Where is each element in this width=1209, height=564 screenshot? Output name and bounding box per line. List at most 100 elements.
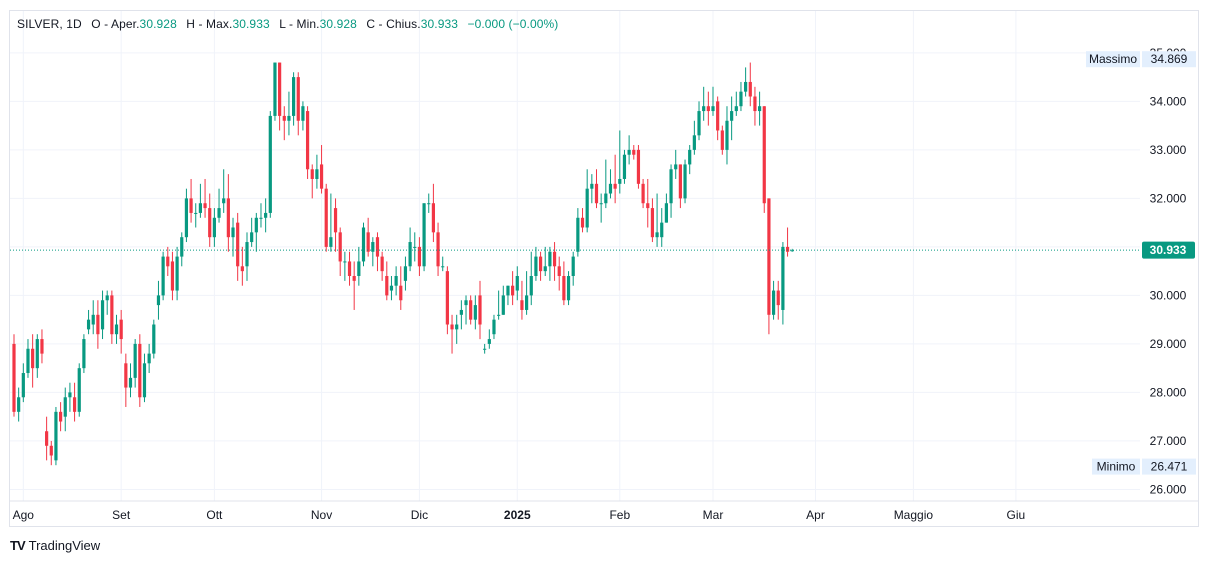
x-tick-label: Ago [13, 508, 35, 522]
candle [175, 246, 179, 301]
candle-body [147, 353, 151, 364]
candle [259, 203, 263, 228]
x-tick-label: Nov [311, 508, 332, 522]
candle-body [441, 266, 445, 268]
candle-body [35, 339, 39, 369]
candle [571, 251, 575, 286]
candle-body [231, 227, 235, 238]
candle [459, 300, 463, 330]
candle-body [767, 198, 771, 315]
legend-low-label: L [279, 17, 286, 31]
price-axis[interactable]: 26.00027.00028.00029.00030.00031.00032.0… [1150, 46, 1187, 497]
time-axis[interactable]: Ago Set Ott Nov Dic 2025 Feb Mar Apr Maggio Giu [10, 500, 1198, 522]
candle-body [82, 339, 86, 369]
candle [632, 145, 636, 160]
legend-change-value: −0.000 (−0.00%) [467, 17, 559, 31]
candle [515, 266, 519, 301]
candle [375, 232, 380, 272]
legend-close-value: 30.933 [420, 17, 459, 31]
candle-body [86, 319, 91, 330]
candle-body [678, 164, 682, 199]
candle [455, 314, 459, 344]
candle-body [590, 183, 594, 189]
x-tick-label: Set [112, 508, 131, 522]
candle [683, 159, 687, 204]
candle-body [352, 276, 356, 281]
candle-body [305, 111, 310, 170]
candle-body [310, 169, 314, 179]
max-price-badge: Massimo 34.869 [1086, 51, 1196, 68]
y-tick-label: 27.000 [1150, 434, 1187, 448]
candle [142, 353, 147, 403]
candle-body [217, 208, 221, 218]
candle [77, 363, 81, 417]
candle-body [287, 115, 291, 121]
candle [198, 183, 202, 218]
legend-interval[interactable]: 1D [66, 17, 82, 31]
candle-body [576, 217, 580, 252]
tradingview-brand[interactable]: TV TradingView [10, 538, 100, 553]
candle-body [40, 339, 44, 354]
candle [119, 309, 123, 354]
candle [236, 212, 240, 281]
candle [566, 271, 571, 306]
candle [208, 193, 212, 247]
candle-body [170, 261, 175, 291]
candle [389, 276, 394, 301]
candle [86, 309, 91, 335]
candle [380, 251, 384, 281]
candle [82, 334, 86, 374]
candle-body [212, 217, 216, 238]
candle [525, 271, 529, 315]
candle-body [613, 183, 617, 189]
candle [445, 266, 449, 335]
candle [413, 232, 417, 262]
ohlc-legend: SILVER, 1D O - Aper.30.928 H - Max.30.93… [17, 17, 559, 31]
candle-body [296, 77, 300, 121]
candle-body [571, 256, 575, 276]
candle-body [697, 111, 701, 136]
candle [739, 81, 743, 112]
min-price-badge: Minimo 26.471 [1092, 458, 1196, 475]
legend-low-name: Min. [296, 17, 320, 31]
candle [301, 101, 305, 131]
candle-body [264, 212, 268, 218]
candle-body [17, 397, 21, 412]
candle-body [725, 120, 729, 150]
candle [59, 402, 63, 432]
candle-body [198, 203, 202, 213]
candle [497, 290, 501, 320]
candle-body [203, 203, 207, 209]
candle [273, 62, 277, 121]
candle [133, 339, 137, 388]
candle-body [268, 115, 272, 213]
candle-body [161, 256, 165, 296]
candle-body [650, 208, 655, 238]
candle [697, 101, 701, 141]
candle [212, 208, 216, 247]
candle-body [245, 242, 249, 267]
candle-body [343, 261, 347, 263]
candle [63, 387, 67, 432]
candle [394, 266, 398, 296]
candle-body [483, 348, 487, 350]
max-label-name: Massimo [1089, 52, 1137, 66]
candle [613, 154, 617, 204]
y-tick-label: 28.000 [1150, 385, 1187, 399]
candle-body [716, 101, 720, 131]
candle-body [706, 106, 710, 112]
candle-body [175, 256, 179, 291]
candle-body [282, 115, 286, 121]
max-label-value: 34.869 [1151, 52, 1188, 66]
legend-symbol[interactable]: SILVER [17, 17, 60, 31]
candle [711, 86, 715, 116]
candle [706, 91, 710, 126]
candle-body [156, 295, 161, 306]
candle [660, 208, 664, 247]
candle-body [543, 266, 547, 272]
candle [758, 91, 762, 126]
candle [278, 62, 282, 131]
candle-body [49, 445, 53, 456]
candle-body [660, 222, 664, 238]
